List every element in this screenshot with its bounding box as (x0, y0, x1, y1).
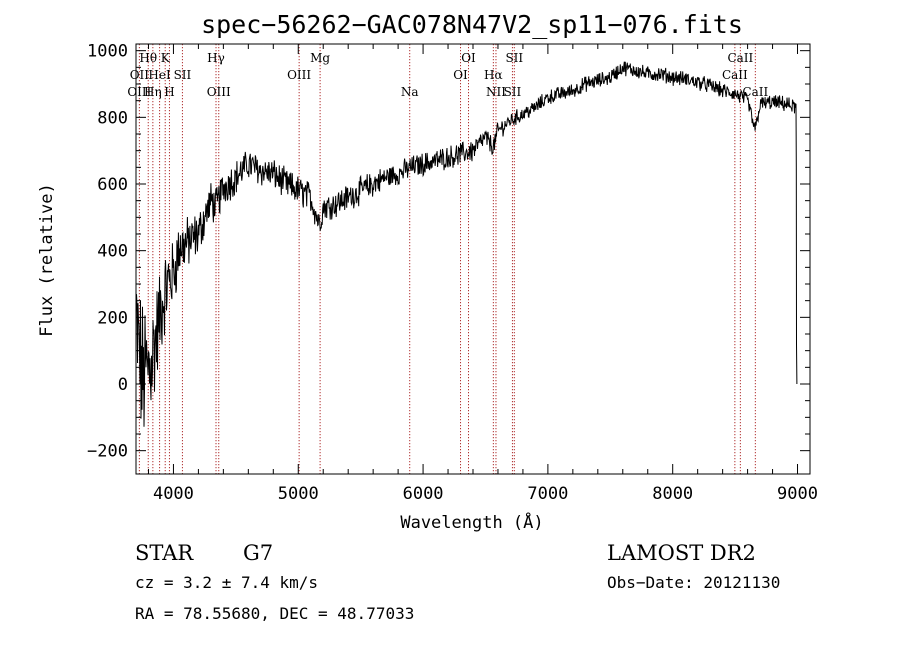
x-tick-label: 8000 (652, 484, 693, 504)
x-tick-label: 5000 (278, 484, 319, 504)
chart-title: spec−56262−GAC078N47V2_sp11−076.fits (201, 10, 743, 39)
spectral-line-markers (138, 44, 756, 474)
spectral-line-label: Hα (484, 68, 503, 82)
redshift-cz: cz = 3.2 ± 7.4 km/s (135, 573, 318, 592)
y-tick-label: 200 (97, 308, 128, 328)
object-subclass: G7 (243, 541, 273, 565)
observation-date: Obs−Date: 20121130 (607, 573, 780, 592)
spectral-line-label: K (161, 51, 171, 65)
spectral-line-label: OI (453, 68, 468, 82)
spectral-line-label: SII (174, 68, 192, 82)
y-tick-label: 1000 (87, 42, 128, 62)
x-tick-label: 6000 (403, 484, 444, 504)
ra-dec: RA = 78.55680, DEC = 48.77033 (135, 604, 414, 623)
spectral-line-label: OI (461, 51, 476, 65)
x-axis-ticks: 4000 5000 6000 7000 8000 9000 (147, 44, 818, 504)
x-axis-label: Wavelength (Å) (400, 511, 543, 533)
spectral-line-label: Hθ (139, 51, 157, 65)
y-axis-ticks: −200 0 200 400 600 800 1000 (87, 42, 810, 462)
object-class: STAR (135, 541, 194, 565)
plot-frame (135, 43, 811, 475)
spectral-line-label: CaII (742, 85, 768, 99)
spectral-line-label: OIII (127, 85, 151, 99)
x-tick-label: 4000 (153, 484, 194, 504)
spectral-line-label: HeI (148, 68, 171, 82)
spectral-line-label: Hγ (207, 51, 225, 65)
y-tick-label: 600 (97, 175, 128, 195)
spectral-line-label: SII (504, 85, 522, 99)
spectral-line-label: Na (401, 85, 419, 99)
y-tick-label: 400 (97, 242, 128, 262)
spectral-line-label: Mg (310, 51, 330, 65)
spectral-line-label: Hη (144, 85, 162, 99)
y-tick-label: 0 (118, 375, 128, 395)
y-axis-label: Flux (relative) (37, 183, 57, 337)
spectrum-series-line (135, 61, 798, 427)
survey-name: LAMOST DR2 (607, 541, 756, 565)
x-tick-label: 7000 (527, 484, 568, 504)
spectral-line-label: OIII (287, 68, 311, 82)
spectral-line-label: OII (130, 68, 150, 82)
spectral-line-label: NII (486, 85, 506, 99)
spectral-line-label: CaII (727, 51, 753, 65)
spectral-line-label: SII (505, 51, 523, 65)
x-tick-label: 9000 (777, 484, 818, 504)
spectral-line-label: CaII (722, 68, 748, 82)
spectral-line-label: H (164, 85, 174, 99)
y-tick-label: 800 (97, 108, 128, 128)
spectral-line-label: OIII (207, 85, 231, 99)
y-tick-label: −200 (87, 442, 128, 462)
